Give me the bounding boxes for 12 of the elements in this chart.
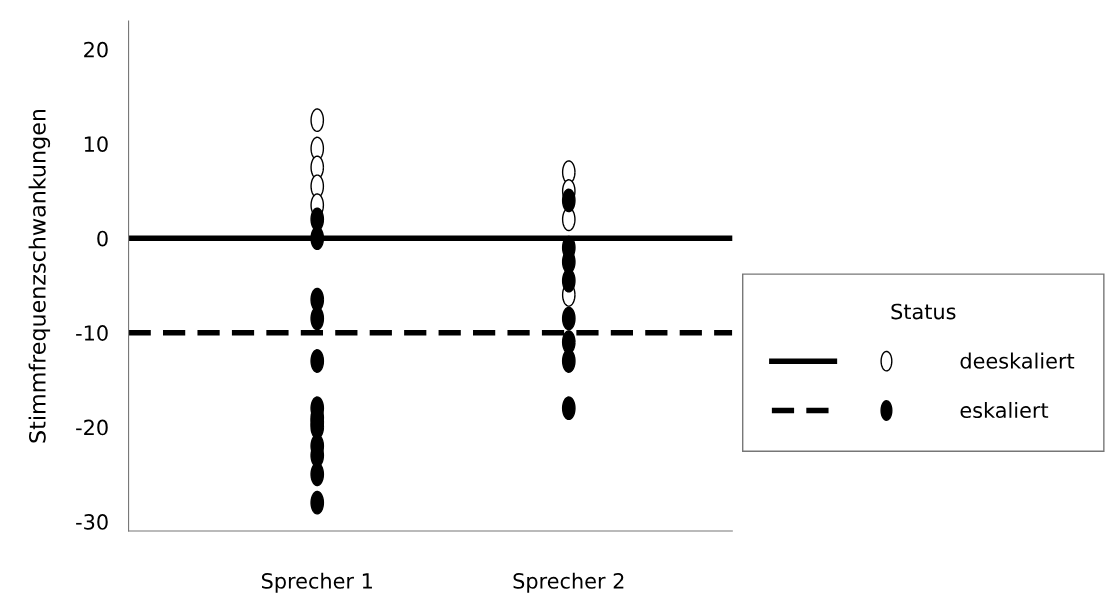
y-tick-label: 0 (97, 230, 108, 247)
legend-title: Status (891, 303, 956, 320)
text: deeskaliert (960, 352, 1075, 369)
x-tick-label: Sprecher 2 (513, 572, 624, 593)
y-tick-label: -10 (76, 325, 108, 341)
y-tick-label: -30 (76, 514, 108, 530)
text: eskaliert (960, 401, 1049, 419)
y-tick-label: 10 (84, 136, 108, 152)
y-tick-label: 20 (84, 41, 108, 58)
y-axis-title: Stimmfrequenzschwankungen (28, 109, 51, 443)
y-tick-label: -20 (76, 419, 108, 436)
x-tick-label: Sprecher 1 (261, 572, 372, 593)
